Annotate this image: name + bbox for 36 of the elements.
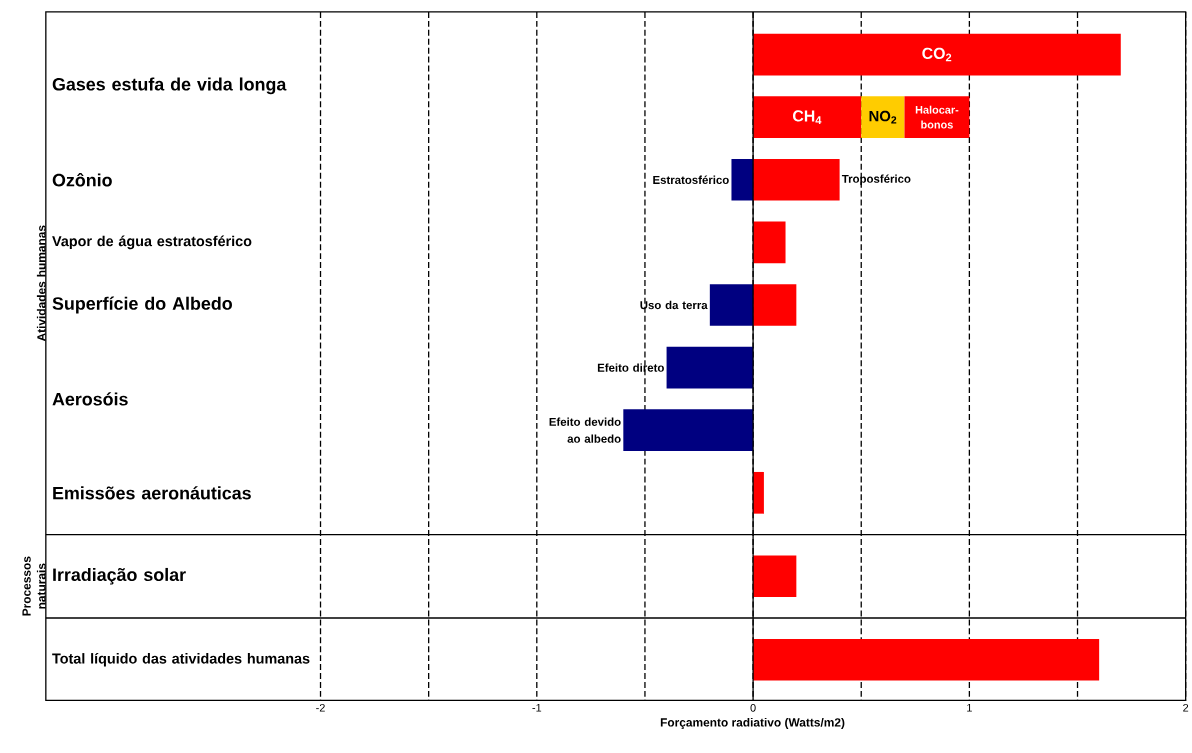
x-tick-label: 1: [967, 703, 972, 712]
bar: [861, 96, 905, 138]
bar: [666, 346, 754, 389]
series-label: Efeito devido ao albedo: [549, 417, 621, 443]
series-label: Efeito direto: [597, 363, 664, 372]
bar: [753, 158, 840, 201]
bar: [753, 555, 797, 598]
series-label: Troposférico: [841, 174, 911, 186]
bar: [753, 96, 862, 138]
y-tick-label: Gases estufa de vida longa: [52, 77, 287, 95]
bar: [904, 96, 970, 138]
bar: [623, 409, 754, 451]
bar: [709, 284, 754, 326]
x-tick-label: -1: [532, 703, 542, 712]
y-tick-label: Irradiação solar: [53, 567, 186, 585]
series-label: NO$_{2}$: [869, 110, 897, 124]
series-label: CO$_{2}$: [922, 47, 952, 62]
x-tick-label: 2: [1183, 703, 1189, 712]
y-tick-label: Aerosóis: [52, 392, 128, 406]
x-tick-label: -2: [316, 703, 325, 712]
series-label: CH$_{4}$: [793, 110, 822, 124]
y-tick-label: Ozônio: [52, 172, 112, 187]
y-tick-label: Total líquido das atividades humanas: [52, 652, 310, 667]
series-label: Halocar-bonos: [915, 105, 959, 129]
x-tick-label: 0: [750, 703, 756, 712]
bar: [731, 158, 754, 201]
text: Atividades humanas: [36, 225, 46, 342]
bar: [753, 284, 797, 326]
x-axis-title: Forçamento radiativo (Watts/m2): [660, 717, 845, 729]
y-tick-label: Superfície do Albedo: [52, 296, 232, 314]
series-label: Estratosférico: [653, 175, 729, 184]
bar: [753, 33, 1121, 76]
text: Processos naturais: [22, 556, 46, 616]
y-tick-label: Vapor de água estratosférico: [52, 235, 252, 250]
y-tick-label: Emissões aeronáuticas: [53, 486, 251, 500]
series-label: Uso da terra: [640, 300, 708, 310]
